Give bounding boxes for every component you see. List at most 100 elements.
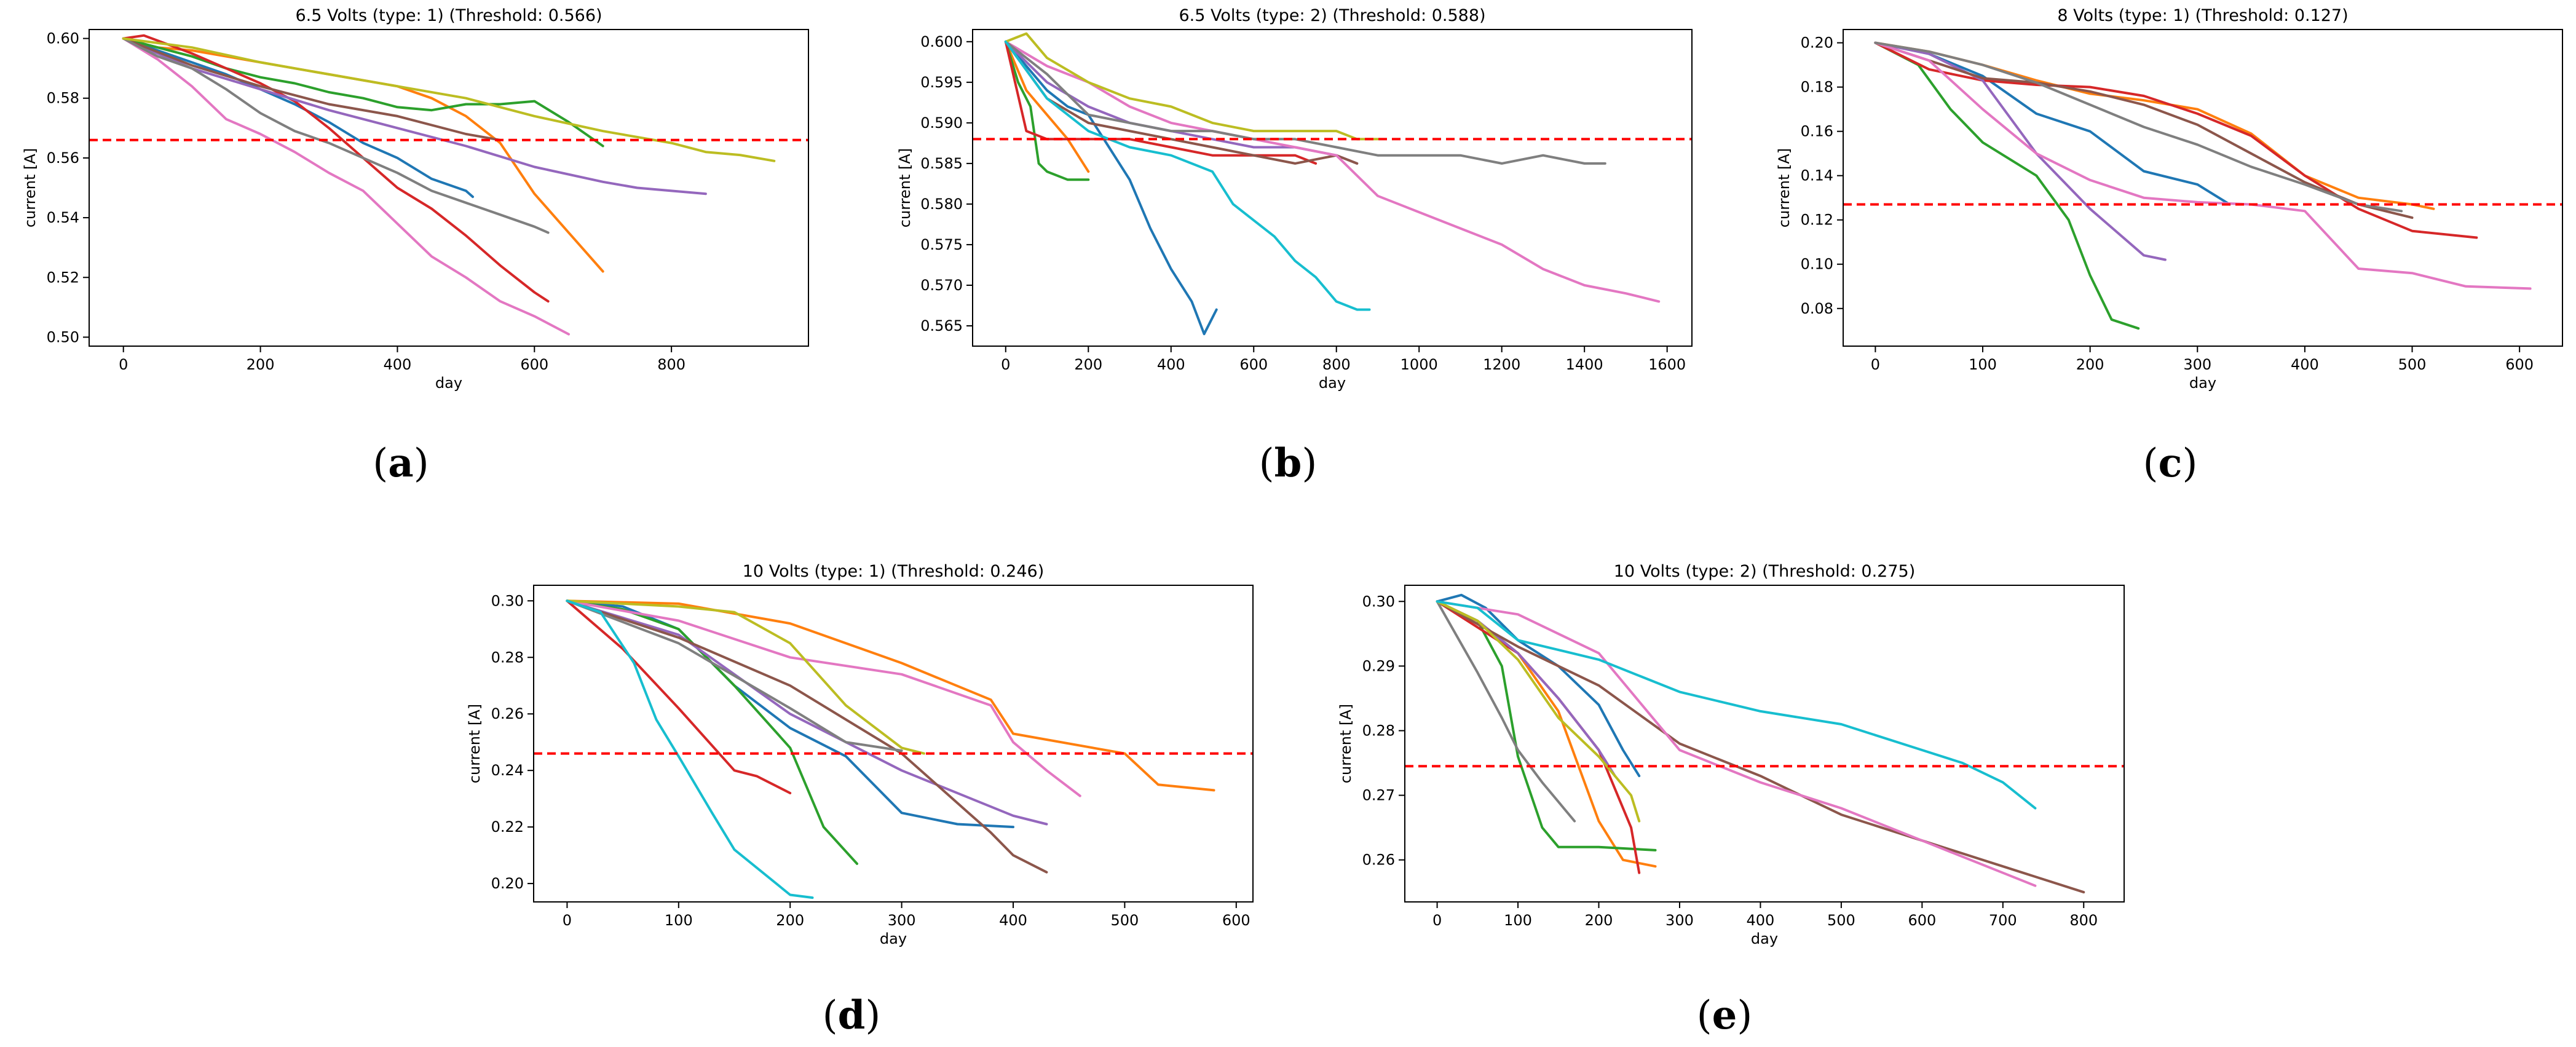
panel-d-series-line-3: [566, 599, 858, 865]
panel-d-axes-frame: [533, 585, 1254, 903]
panel-b-series-line-1: [1004, 40, 1218, 336]
panel-e-series-line-9: [1436, 600, 1641, 823]
panel-d-series-line-9: [566, 599, 925, 755]
panel-a-title: 6.5 Volts (type: 1) (Threshold: 0.566): [295, 6, 602, 25]
panel-d-x-tick-label: 100: [665, 912, 693, 929]
panel-d-x-tick-label: 600: [1222, 912, 1250, 929]
panel-b-y-tick-label: 0.600: [920, 33, 963, 50]
panel-c-series-line-7: [1874, 41, 2532, 290]
panel-b-x-tick-label: 800: [1322, 356, 1351, 373]
panel-d-y-tick-label: 0.26: [491, 705, 524, 722]
panel-e-x-tick-label: 400: [1747, 912, 1775, 929]
panel-e-series-line-7: [1436, 600, 2037, 887]
panel-c-y-tick-label: 0.10: [1801, 256, 1833, 273]
panel-e-series-line-10: [1436, 600, 2037, 810]
panel-e-y-tick-label: 0.28: [1362, 722, 1395, 739]
panel-c-x-axis-label: day: [2189, 374, 2216, 392]
panel-c-y-axis-label: current [A]: [1776, 148, 1793, 227]
panel-c-series-line-4: [1874, 41, 2478, 239]
panel-c-x-tick-label: 400: [2291, 356, 2319, 373]
panel-label-a: (a): [373, 440, 429, 486]
panel-d-series-line-7: [566, 599, 1081, 797]
panel-e-plot-area: [1405, 593, 2124, 894]
panel-d-series-line-4: [566, 599, 792, 794]
panel-b-y-tick-label: 0.595: [920, 74, 963, 91]
panel-b-y-tick-label: 0.570: [920, 277, 963, 294]
panel-b-chart: 0 200 400 600 800 1000 1200 1400 1600 0.565 0.570 0…: [896, 6, 1693, 392]
panel-d-y-tick-label: 0.22: [491, 818, 524, 836]
panel-d-x-tick-label: 500: [1110, 912, 1139, 929]
panel-d-x-tick-label: 0: [563, 912, 572, 929]
panel-c-y-tick-label: 0.20: [1801, 34, 1833, 52]
panel-c-x-tick-label: 600: [2505, 356, 2534, 373]
panel-a-y-tick-label: 0.52: [47, 269, 79, 286]
panel-e-y-tick-label: 0.29: [1362, 657, 1395, 674]
panel-c-x-tick-label: 100: [1969, 356, 1997, 373]
panel-a-x-tick-label: 0: [119, 356, 128, 373]
panel-a-chart: 0 200 400 600 800 0.50 0.52 0.54 0.56 0.58 0.60 6.5…: [22, 6, 809, 392]
panel-b-series-line-10: [1004, 40, 1371, 311]
panel-a-y-tick-label: 0.58: [47, 90, 79, 107]
panel-e-series-line-6: [1436, 600, 2085, 894]
panel-b-series-line-4: [1004, 40, 1318, 165]
panel-d-x-axis-label: day: [880, 930, 907, 947]
panel-b-series-line-8: [1004, 40, 1606, 165]
panel-e-series-line-1: [1436, 593, 1641, 778]
panel-b-x-tick-label: 1200: [1483, 356, 1520, 373]
panel-d-y-tick-label: 0.28: [491, 649, 524, 666]
panel-c-y-tick-label: 0.08: [1801, 300, 1833, 317]
panel-e-title: 10 Volts (type: 2) (Threshold: 0.275): [1614, 562, 1916, 581]
panel-a-x-axis-label: day: [435, 374, 462, 392]
panel-b-series-line-7: [1004, 40, 1661, 303]
panel-b-y-tick-label: 0.575: [920, 236, 963, 253]
panel-label-b: (b): [1259, 440, 1318, 486]
panel-b-y-tick-label: 0.585: [920, 155, 963, 172]
panel-a-x-tick-label: 800: [657, 356, 685, 373]
panel-a-series-line-3: [122, 37, 604, 148]
panel-b-x-tick-label: 1400: [1566, 356, 1603, 373]
panel-c-y-tick-label: 0.18: [1801, 79, 1833, 96]
panel-a-series-line-9: [122, 37, 776, 162]
panel-d-title: 10 Volts (type: 1) (Threshold: 0.246): [743, 562, 1045, 581]
panel-b-series-line-3: [1004, 40, 1090, 181]
panel-e-y-tick-label: 0.30: [1362, 593, 1395, 610]
panel-a-series-line-8: [122, 37, 550, 234]
panel-b-y-axis-label: current [A]: [896, 148, 914, 227]
panel-e-x-tick-label: 500: [1827, 912, 1855, 929]
panel-a-series-line-7: [122, 37, 570, 336]
panel-c-x-tick-label: 200: [2076, 356, 2104, 373]
panel-c-axes-frame: [1843, 29, 2563, 347]
panel-e-x-axis-label: day: [1751, 930, 1778, 947]
panel-b-plot-area: [973, 32, 1692, 336]
panel-a-plot-area: [89, 34, 808, 336]
panel-a-series-line-5: [122, 37, 707, 196]
panel-label-c: (c): [2143, 440, 2198, 486]
panel-e-x-tick-label: 800: [2069, 912, 2098, 929]
panel-e-x-tick-label: 700: [1989, 912, 2017, 929]
panel-a-y-tick-label: 0.60: [47, 30, 79, 47]
panel-b-axes-frame: [972, 29, 1693, 347]
panel-label-d: (d): [823, 992, 881, 1038]
panel-c-series-line-3: [1874, 41, 2140, 330]
panel-e-y-axis-label: current [A]: [1337, 704, 1354, 783]
panel-c-x-tick-label: 300: [2183, 356, 2211, 373]
panel-e-y-tick-label: 0.27: [1362, 787, 1395, 804]
panel-c-y-tick-label: 0.12: [1801, 211, 1833, 229]
panel-d-series-line-10: [566, 599, 814, 899]
panel-e-x-tick-label: 600: [1908, 912, 1936, 929]
panel-a-y-tick-label: 0.50: [47, 328, 79, 346]
panel-b-x-tick-label: 1600: [1648, 356, 1686, 373]
panel-b-y-tick-label: 0.580: [920, 196, 963, 213]
panel-d-chart: 0 100 200 300 400 500 600 0.20 0.22 0.24 0.26 0.28 0…: [466, 562, 1254, 947]
panel-b-x-tick-label: 0: [1001, 356, 1010, 373]
panel-d-y-tick-label: 0.24: [491, 762, 524, 779]
panel-c-y-tick-label: 0.16: [1801, 123, 1833, 140]
panel-a-axes-frame: [89, 29, 809, 347]
panel-a-series-line-6: [122, 37, 502, 141]
panel-d-y-axis-label: current [A]: [466, 704, 483, 783]
panel-d-x-tick-label: 400: [999, 912, 1027, 929]
panel-c-x-tick-label: 500: [2398, 356, 2427, 373]
panel-a-x-tick-label: 600: [520, 356, 548, 373]
panel-e-x-tick-label: 0: [1432, 912, 1442, 929]
panel-e-series-line-8: [1436, 600, 1576, 823]
